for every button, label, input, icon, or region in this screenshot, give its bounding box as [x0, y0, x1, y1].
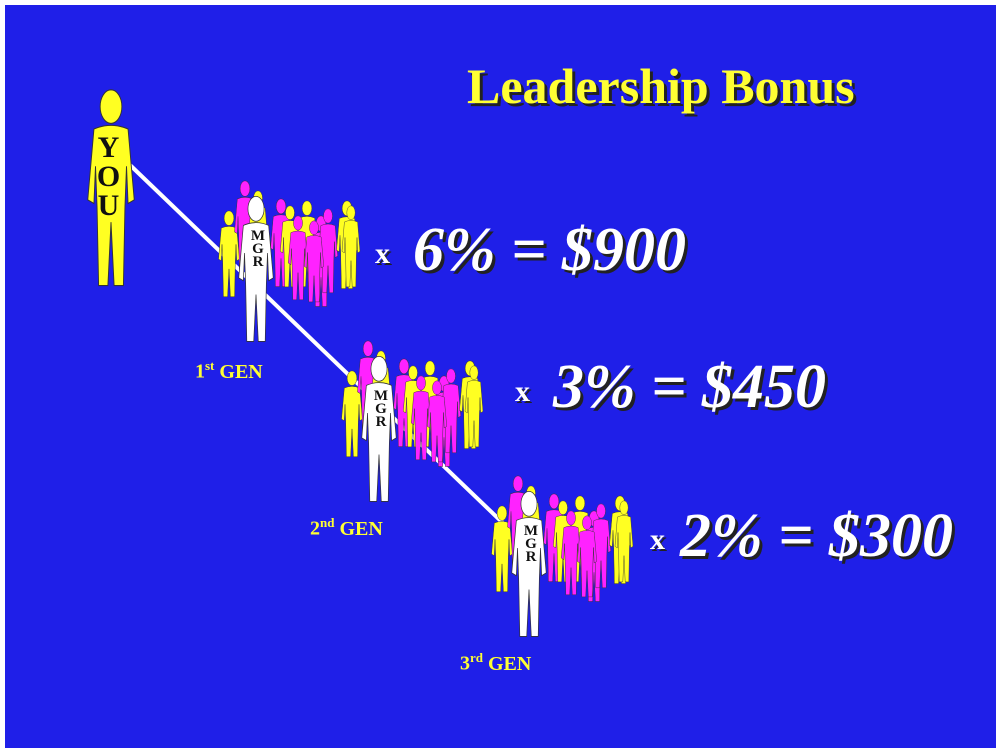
page: Leadership Bonus YOU MGR 1st GEN x 6% = $900 M… — [0, 0, 1001, 754]
generation-text: st — [205, 358, 214, 373]
multiplier: x — [375, 237, 390, 271]
generation-label: 3rd GEN — [460, 650, 531, 676]
generation-text: GEN — [488, 653, 531, 675]
generation-text: rd — [470, 650, 483, 665]
generation-text: GEN — [219, 361, 262, 383]
slide: Leadership Bonus YOU MGR 1st GEN x 6% = $900 M… — [5, 5, 996, 748]
generation-text: 1 — [195, 361, 205, 383]
you-label: YOU — [91, 131, 125, 218]
generation-text: 2 — [310, 518, 320, 540]
bonus-formula: 2% = $300 — [680, 501, 953, 572]
generation-text: nd — [320, 515, 334, 530]
generation-label: 2nd GEN — [310, 515, 383, 541]
multiplier: x — [515, 375, 530, 409]
generation-label: 1st GEN — [195, 358, 263, 384]
manager-label: MGR — [522, 523, 539, 562]
title: Leadership Bonus — [467, 57, 855, 115]
manager-label: MGR — [372, 388, 389, 427]
figures — [5, 5, 996, 748]
bonus-formula: 6% = $900 — [413, 215, 686, 286]
generation-text: GEN — [339, 518, 382, 540]
multiplier: x — [650, 523, 665, 557]
manager-label: MGR — [249, 228, 266, 267]
generation-text: 3 — [460, 653, 470, 675]
bonus-formula: 3% = $450 — [553, 352, 826, 423]
